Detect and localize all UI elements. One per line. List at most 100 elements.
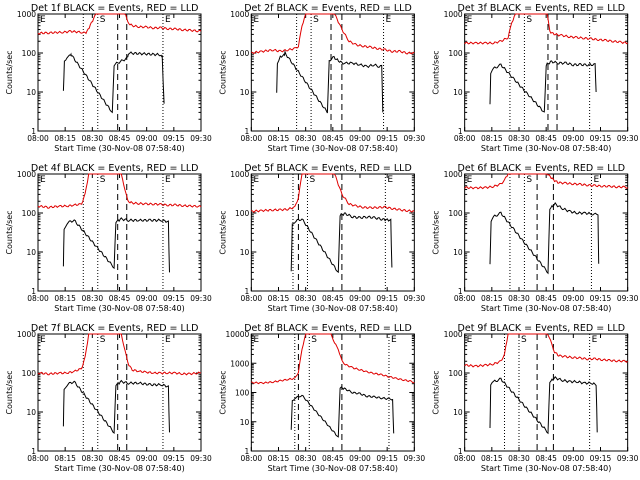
marker-e-left: E bbox=[253, 15, 259, 25]
panel-det-1: Det 1f BLACK = Events, RED = LLD 08:00 08:… bbox=[5, 3, 212, 153]
x-tick-label: 08:45 bbox=[109, 454, 131, 463]
x-tick-label: 09:30 bbox=[190, 294, 212, 303]
x-tick-label: 08:45 bbox=[535, 294, 557, 303]
x-tick-label: 09:15 bbox=[163, 134, 185, 143]
marker-e-right: E bbox=[592, 15, 598, 25]
panel-det-3: Det 3f BLACK = Events, RED = LLD 08:00 08:… bbox=[432, 3, 639, 153]
series-lld-line bbox=[464, 13, 628, 45]
x-axis-label: Start Time (30-Nov-08 07:58:40) bbox=[481, 144, 611, 153]
marker-s: S bbox=[100, 335, 106, 345]
panel-det-9: Det 9f BLACK = Events, RED = LLD 08:00 08:… bbox=[432, 323, 639, 473]
y-tick-label: 1000 bbox=[444, 10, 463, 19]
x-tick-label: 08:30 bbox=[295, 294, 317, 303]
panel-det-8: Det 8f BLACK = Events, RED = LLD 08:00 08:… bbox=[218, 323, 425, 473]
x-tick-label: 08:15 bbox=[54, 294, 76, 303]
x-tick-label: 09:00 bbox=[136, 294, 158, 303]
y-tick-label: 10 bbox=[453, 408, 463, 417]
x-tick-label: 08:45 bbox=[109, 294, 131, 303]
x-tick-label: 09:00 bbox=[349, 454, 371, 463]
y-tick-label: 10 bbox=[26, 248, 36, 257]
series-lld-line bbox=[251, 333, 415, 385]
x-tick-label: 08:45 bbox=[109, 134, 131, 143]
marker-s: S bbox=[526, 15, 532, 25]
y-tick-label: 100 bbox=[235, 49, 250, 58]
panel-title: Det 7f BLACK = Events, RED = LLD bbox=[31, 323, 199, 334]
y-tick-label: 10 bbox=[240, 88, 250, 97]
y-tick-label: 1 bbox=[31, 287, 36, 296]
marker-s: S bbox=[100, 175, 106, 185]
x-axis-label: Start Time (30-Nov-08 07:58:40) bbox=[268, 304, 398, 313]
y-tick-label: 1000 bbox=[444, 170, 463, 179]
y-axis-label: Counts/sec bbox=[432, 370, 441, 414]
y-tick-label: 1 bbox=[31, 447, 36, 456]
y-axis-label: Counts/sec bbox=[432, 50, 441, 94]
x-tick-label: 08:15 bbox=[268, 454, 290, 463]
marker-s: S bbox=[521, 335, 527, 345]
series-lld-line bbox=[464, 173, 628, 190]
series-lld-line bbox=[251, 173, 415, 213]
y-axis-label: Counts/sec bbox=[432, 210, 441, 254]
y-tick-label: 10 bbox=[26, 408, 36, 417]
marker-e-left: E bbox=[40, 15, 46, 25]
marker-s: S bbox=[313, 15, 319, 25]
y-tick-label: 10 bbox=[453, 248, 463, 257]
x-tick-label: 08:00 bbox=[27, 454, 49, 463]
series-events-line bbox=[290, 386, 395, 438]
marker-e-right: E bbox=[593, 175, 599, 185]
series-events-line bbox=[276, 49, 384, 114]
x-tick-label: 09:30 bbox=[404, 454, 426, 463]
y-tick-label: 100 bbox=[235, 209, 250, 218]
x-tick-label: 09:00 bbox=[563, 134, 585, 143]
y-tick-label: 100 bbox=[448, 49, 463, 58]
x-tick-label: 08:00 bbox=[27, 294, 49, 303]
x-tick-label: 08:45 bbox=[322, 454, 344, 463]
y-tick-label: 100 bbox=[22, 49, 37, 58]
marker-e-left: E bbox=[467, 175, 473, 185]
x-tick-label: 09:30 bbox=[617, 134, 639, 143]
y-tick-label: 1000 bbox=[444, 330, 463, 339]
x-tick-label: 08:30 bbox=[508, 454, 530, 463]
panel-title: Det 6f BLACK = Events, RED = LLD bbox=[458, 163, 626, 174]
x-tick-label: 09:15 bbox=[590, 134, 612, 143]
y-tick-label: 100 bbox=[448, 209, 463, 218]
plot-frame bbox=[37, 333, 202, 452]
y-tick-label: 1 bbox=[245, 447, 250, 456]
y-axis-label: Counts/sec bbox=[218, 50, 227, 94]
x-tick-label: 09:00 bbox=[349, 294, 371, 303]
x-tick-label: 09:30 bbox=[190, 134, 212, 143]
marker-e-right: E bbox=[165, 175, 171, 185]
marker-s: S bbox=[309, 175, 315, 185]
y-tick-label: 1 bbox=[31, 127, 36, 136]
series-lld-line bbox=[37, 13, 202, 35]
x-tick-label: 09:30 bbox=[404, 294, 426, 303]
series-events-line bbox=[290, 212, 393, 274]
x-tick-label: 08:30 bbox=[508, 294, 530, 303]
marker-e-left: E bbox=[467, 15, 473, 25]
x-tick-label: 09:15 bbox=[590, 294, 612, 303]
y-tick-label: 100 bbox=[448, 369, 463, 378]
x-tick-label: 09:00 bbox=[563, 454, 585, 463]
x-axis-label: Start Time (30-Nov-08 07:58:40) bbox=[54, 144, 184, 153]
series-events-line bbox=[489, 201, 600, 275]
x-axis-label: Start Time (30-Nov-08 07:58:40) bbox=[268, 144, 398, 153]
y-tick-label: 1000 bbox=[230, 170, 249, 179]
panel-title: Det 8f BLACK = Events, RED = LLD bbox=[244, 323, 412, 334]
marker-e-left: E bbox=[40, 175, 46, 185]
panel-title: Det 9f BLACK = Events, RED = LLD bbox=[458, 323, 626, 334]
series-lld-line bbox=[251, 13, 415, 55]
y-tick-label: 10 bbox=[26, 88, 36, 97]
y-tick-label: 1000 bbox=[230, 10, 249, 19]
x-tick-label: 09:30 bbox=[190, 454, 212, 463]
marker-e-left: E bbox=[40, 335, 46, 345]
x-tick-label: 08:15 bbox=[481, 294, 503, 303]
series-lld-line bbox=[37, 333, 202, 376]
y-tick-label: 1 bbox=[245, 127, 250, 136]
y-axis-label: Counts/sec bbox=[5, 370, 14, 414]
x-tick-label: 08:30 bbox=[82, 134, 104, 143]
x-tick-label: 09:15 bbox=[376, 454, 398, 463]
series-events-line bbox=[62, 379, 170, 435]
y-tick-label: 1000 bbox=[17, 10, 36, 19]
marker-e-right: E bbox=[592, 335, 598, 345]
x-tick-label: 09:00 bbox=[136, 454, 158, 463]
